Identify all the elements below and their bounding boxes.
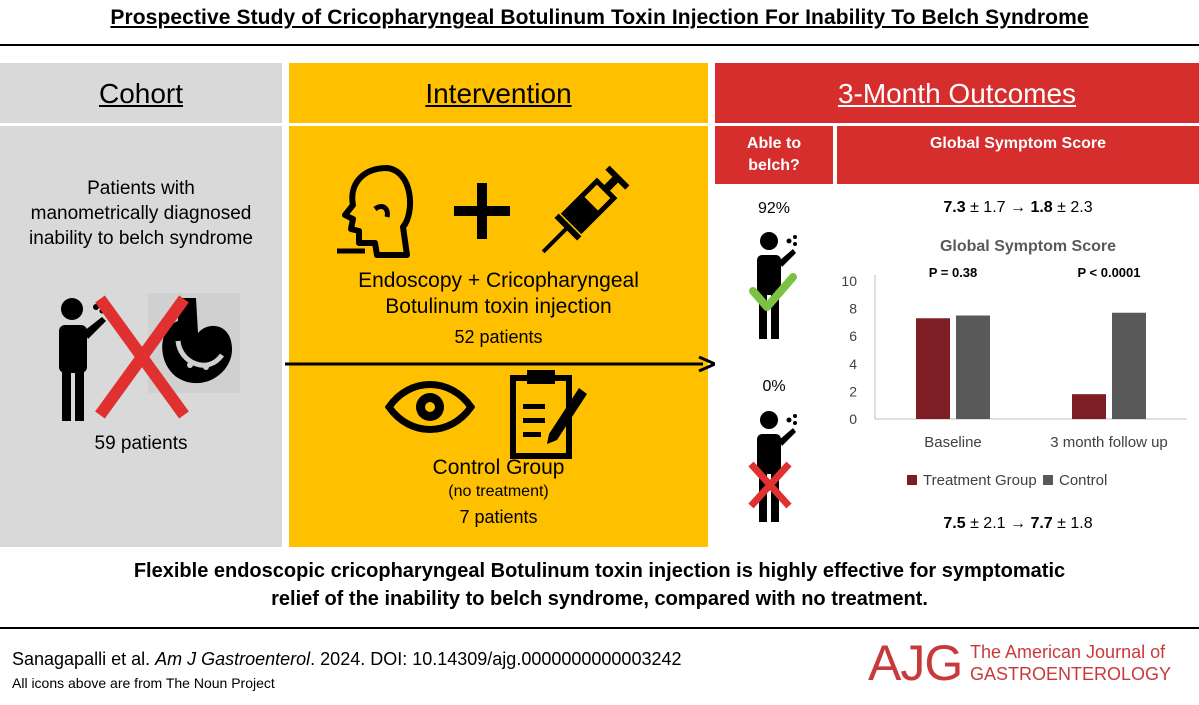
- control-label: Control Group: [432, 456, 565, 479]
- gss-header: Global Symptom Score: [929, 135, 1107, 152]
- control-score: 7.5 ± 2.1 → 7.7 ± 1.8: [837, 515, 1199, 533]
- y-tick-label: 2: [849, 383, 857, 399]
- control-pct: 0%: [762, 378, 786, 395]
- p-value-annotation: P = 0.38: [929, 265, 978, 280]
- y-tick-label: 8: [849, 301, 857, 317]
- treatment-pct: 92%: [757, 200, 791, 217]
- belching-person-cross-icon: [748, 411, 797, 522]
- citation-authors: Sanagapalli et al.: [12, 649, 156, 669]
- outcomes-header-bar: [715, 63, 1199, 123]
- y-tick-label: 0: [849, 411, 857, 427]
- cohort-desc-line-2: manometrically diagnosed: [30, 203, 252, 224]
- intervention-header: Intervention: [425, 78, 572, 109]
- control-count: 7 patients: [459, 507, 538, 527]
- treatment-score-before: 7.3: [943, 199, 966, 216]
- control-sub: (no treatment): [448, 483, 549, 500]
- footer-rule: [0, 627, 1199, 629]
- citation: Sanagapalli et al. Am J Gastroenterol. 2…: [12, 649, 682, 670]
- able-header-bar: [715, 126, 833, 184]
- able-header-line-1: Able to: [746, 135, 802, 152]
- treatment-score: 7.3 ± 1.7 → 1.8 ± 2.3: [837, 199, 1199, 217]
- chart-title: Global Symptom Score: [940, 238, 1116, 255]
- ajg-logo-line-2: GASTROENTEROLOGY: [970, 664, 1172, 684]
- legend-swatch: [907, 475, 917, 485]
- legend-label: Control: [1059, 472, 1107, 489]
- arrow-icon: →: [1009, 515, 1026, 532]
- treatment-score-before-sd: ± 1.7: [965, 199, 1010, 216]
- citation-journal: Am J Gastroenterol: [155, 649, 311, 669]
- treatment-line-2: Botulinum toxin injection: [385, 295, 612, 318]
- intervention-header-bar: [289, 63, 708, 126]
- gss-chart: Global Symptom Score 0 2 4 6 8 10 Baseline P = 0…: [841, 238, 1187, 489]
- bar-control: [956, 315, 990, 419]
- y-tick-label: 4: [849, 356, 857, 372]
- y-tick-label: 10: [841, 273, 857, 289]
- title-underline-rule: [0, 44, 1199, 46]
- conclusion-line-1: Flexible endoscopic cricopharyngeal Botu…: [133, 560, 1066, 582]
- gss-header-bar: [837, 126, 1199, 184]
- outcomes-header: 3-Month Outcomes: [837, 78, 1077, 109]
- ajg-logo-mark: AJG: [868, 635, 963, 691]
- bar-treatment: [1072, 394, 1106, 419]
- y-tick-label: 6: [849, 328, 857, 344]
- red-cross-icon: [95, 295, 189, 419]
- x-tick-label: 3 month follow up: [1050, 434, 1168, 451]
- control-score-after-sd: ± 1.8: [1052, 515, 1093, 532]
- treatment-line-1: Endoscopy + Cricopharyngeal: [358, 269, 639, 292]
- control-score-after: 7.7: [1030, 515, 1053, 532]
- belching-person-icon: [59, 298, 106, 421]
- legend-label: Treatment Group: [923, 472, 1037, 489]
- cohort-header: Cohort: [98, 78, 184, 109]
- cohort-count: 59 patients: [94, 433, 188, 454]
- control-score-before-sd: ± 2.1: [965, 515, 1010, 532]
- legend-swatch: [1043, 475, 1053, 485]
- control-score-before: 7.5: [943, 515, 966, 532]
- page-title: Prospective Study of Cricopharyngeal Bot…: [110, 6, 1089, 29]
- cohort-header-bar: [0, 63, 282, 126]
- cohort-desc-line-3: inability to belch syndrome: [29, 228, 253, 249]
- cohort-desc-line-1: Patients with: [87, 178, 195, 199]
- treatment-score-after: 1.8: [1030, 199, 1053, 216]
- clipboard-icon: [510, 370, 587, 459]
- flow-arrow: [285, 356, 717, 372]
- belching-person-check-icon: [749, 232, 797, 339]
- plus-icon: [454, 183, 510, 239]
- treatment-count: 52 patients: [454, 327, 543, 347]
- bar-control: [1112, 312, 1146, 419]
- cohort-panel: Cohort Patients with manometrically diag…: [0, 63, 282, 547]
- able-header-line-2: belch?: [748, 157, 800, 174]
- icons-note: All icons above are from The Noun Projec…: [12, 675, 275, 691]
- eye-icon: [385, 381, 475, 433]
- x-tick-label: Baseline: [924, 434, 982, 451]
- bar-treatment: [916, 318, 950, 419]
- ajg-logo-line-1: The American Journal of: [970, 642, 1166, 662]
- outcomes-panel: 3-Month Outcomes Able to belch? Global S…: [715, 63, 1199, 547]
- citation-rest: . 2024. DOI: 10.14309/ajg.00000000000032…: [310, 649, 682, 669]
- arrow-icon: →: [1009, 199, 1026, 216]
- p-value-annotation: P < 0.0001: [1077, 265, 1140, 280]
- head-profile-icon: [337, 165, 414, 258]
- conclusion-line-2: relief of the inability to belch syndrom…: [271, 588, 928, 610]
- syringe-icon: [541, 165, 630, 254]
- treatment-score-after-sd: ± 2.3: [1052, 199, 1093, 216]
- intervention-panel: Intervention Endoscopy + Cricopharyngeal…: [289, 63, 708, 547]
